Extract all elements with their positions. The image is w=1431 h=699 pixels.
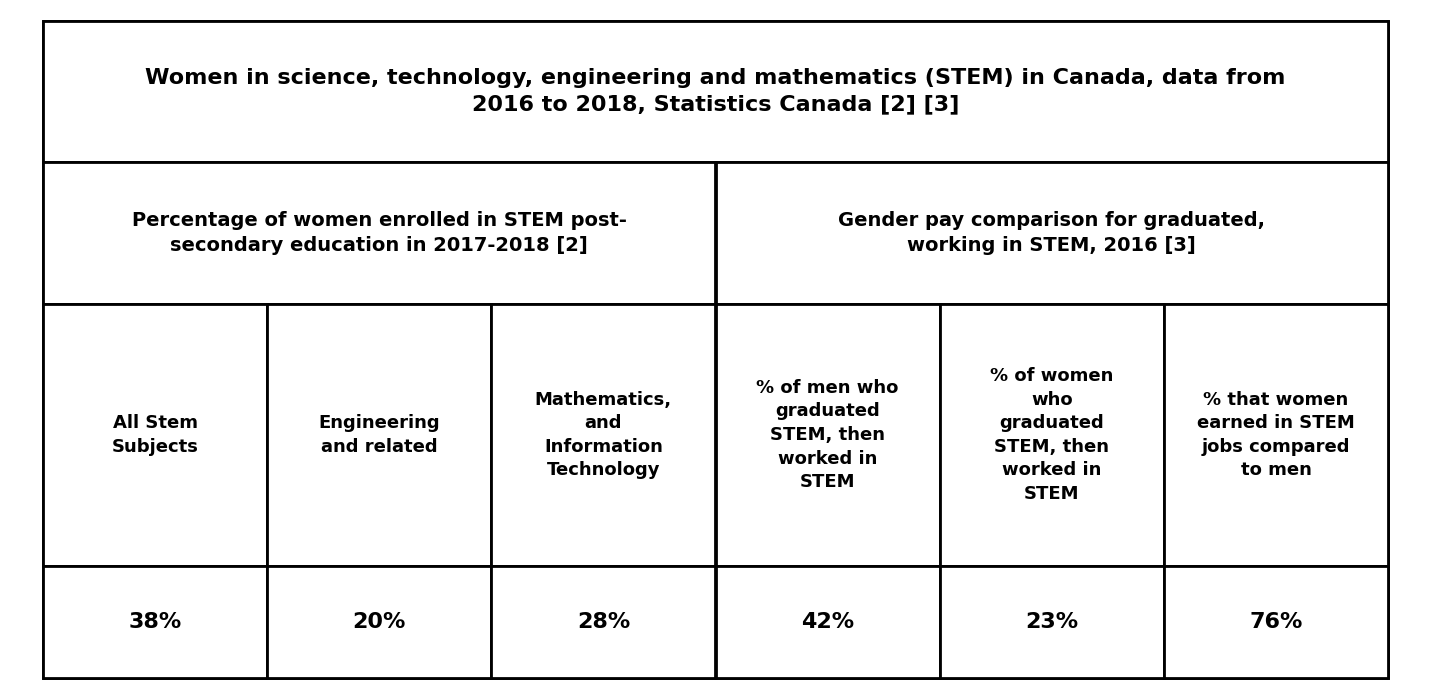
Bar [716,162,1388,303]
Bar [940,303,1163,566]
Text: % of women
who
graduated
STEM, then
worked in
STEM: % of women who graduated STEM, then work… [990,367,1113,503]
Bar [268,566,491,678]
Text: % of men who
graduated
STEM, then
worked in
STEM: % of men who graduated STEM, then worked… [757,379,899,491]
Bar [716,303,940,566]
Bar [716,566,940,678]
Text: All Stem
Subjects: All Stem Subjects [112,414,199,456]
Bar [43,162,715,303]
Text: 20%: 20% [352,612,406,632]
Bar [43,21,1388,162]
Bar [940,566,1163,678]
Bar [43,303,268,566]
Text: Women in science, technology, engineering and mathematics (STEM) in Canada, data: Women in science, technology, engineerin… [146,69,1285,115]
Text: 42%: 42% [801,612,854,632]
Bar [491,303,716,566]
Text: Mathematics,
and
Information
Technology: Mathematics, and Information Technology [535,391,673,480]
Bar [1163,303,1388,566]
Text: % that women
earned in STEM
jobs compared
to men: % that women earned in STEM jobs compare… [1198,391,1355,480]
Text: 76%: 76% [1249,612,1302,632]
Text: 23%: 23% [1025,612,1079,632]
Bar [1163,566,1388,678]
Text: 28%: 28% [577,612,630,632]
Bar [491,566,716,678]
Text: 38%: 38% [129,612,182,632]
Text: Percentage of women enrolled in STEM post-
secondary education in 2017-2018 [2]: Percentage of women enrolled in STEM pos… [132,211,627,255]
Text: Gender pay comparison for graduated,
working in STEM, 2016 [3]: Gender pay comparison for graduated, wor… [839,211,1265,255]
Bar [43,566,268,678]
Bar [268,303,491,566]
Text: Engineering
and related: Engineering and related [319,414,439,456]
